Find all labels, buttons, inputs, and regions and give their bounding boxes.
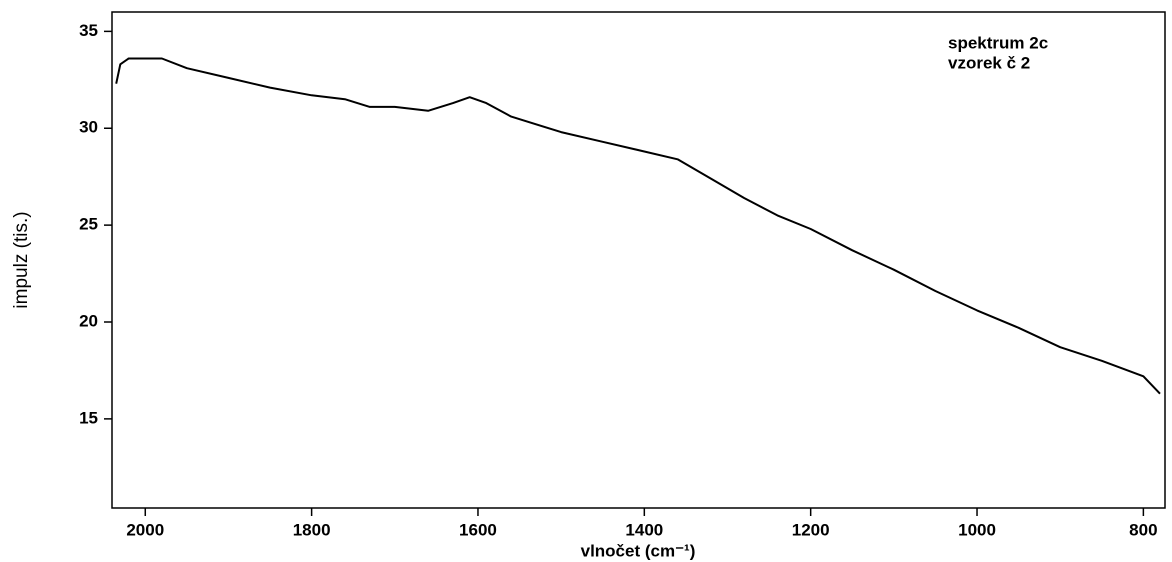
x-tick-label: 800 <box>1129 520 1157 539</box>
y-tick-label: 35 <box>79 21 98 40</box>
x-tick-label: 1800 <box>293 520 331 539</box>
x-tick-label: 1600 <box>459 520 497 539</box>
x-tick-label: 1000 <box>958 520 996 539</box>
y-tick-label: 20 <box>79 311 98 330</box>
x-tick-label: 1400 <box>625 520 663 539</box>
annotation: spektrum 2c <box>948 33 1048 52</box>
y-tick-label: 25 <box>79 215 98 234</box>
data-line <box>115 57 1161 395</box>
y-tick-label: 30 <box>79 118 98 137</box>
x-tick-label: 2000 <box>126 520 164 539</box>
annotation: vzorek č 2 <box>948 53 1030 72</box>
x-axis-label: vlnočet (cm⁻¹) <box>581 541 696 560</box>
y-tick-label: 15 <box>79 408 98 427</box>
y-axis-label: impulz (tis.) <box>11 211 32 308</box>
plot-frame <box>111 11 1166 509</box>
x-tick-label: 1200 <box>792 520 830 539</box>
